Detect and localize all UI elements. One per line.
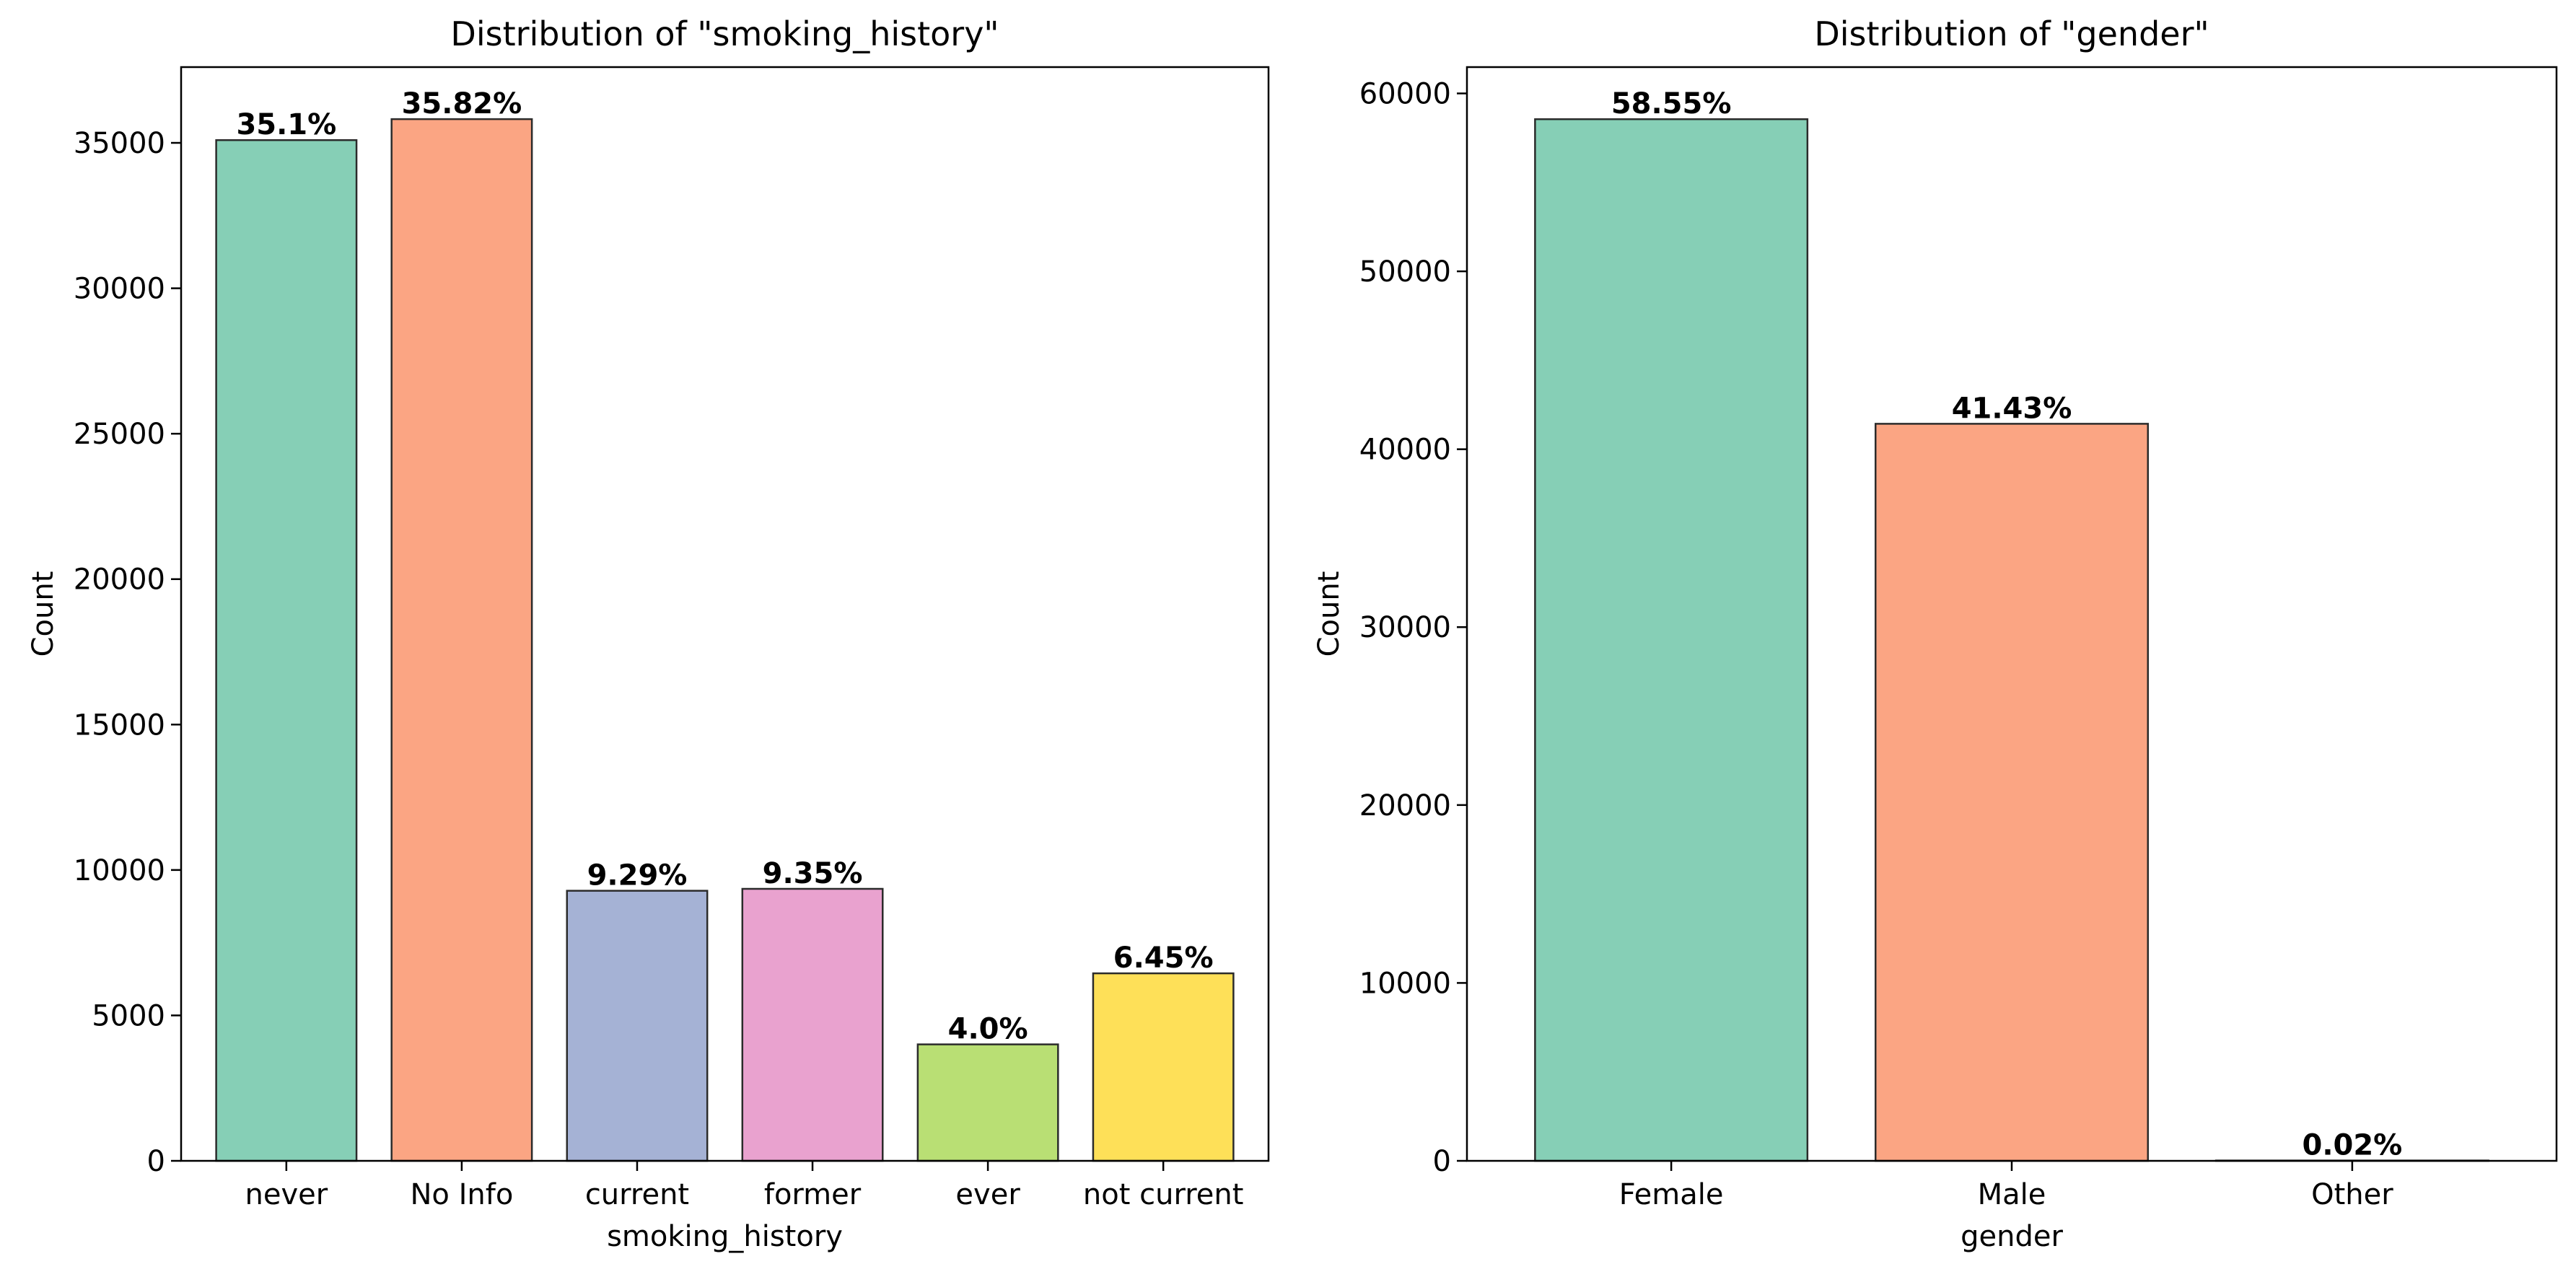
bar-ever	[916, 1043, 1059, 1162]
y-axis-label: Count	[27, 571, 60, 657]
y-axis-label: Count	[1313, 571, 1346, 657]
x-tick-label: former	[764, 1178, 862, 1211]
y-tick-label: 30000	[1359, 611, 1451, 644]
y-tick-label: 5000	[92, 999, 165, 1032]
y-tick-label: 15000	[74, 708, 165, 742]
bar-value-label: 35.1%	[236, 108, 336, 141]
y-tick-label: 10000	[74, 854, 165, 887]
x-tick-label: Male	[1978, 1178, 2046, 1211]
bar-not-current	[1092, 972, 1235, 1162]
bar-value-label: 9.35%	[763, 857, 863, 890]
chart-title: Distribution of "gender"	[1814, 14, 2209, 53]
bar-former	[741, 887, 884, 1162]
y-tick-label: 35000	[74, 127, 165, 160]
y-tick-label: 60000	[1359, 77, 1451, 110]
x-tick-label: No Info	[410, 1178, 513, 1211]
y-tick-label: 30000	[74, 273, 165, 306]
bar-no-info	[390, 118, 533, 1162]
bar-male	[1875, 423, 2149, 1162]
chart-title: Distribution of "smoking_history"	[450, 14, 999, 53]
bar-never	[215, 139, 358, 1162]
x-tick-label: never	[245, 1178, 328, 1211]
y-tick-label: 0	[1433, 1145, 1451, 1178]
y-tick-label: 0	[147, 1145, 165, 1178]
bar-value-label: 58.55%	[1611, 87, 1732, 120]
y-tick-label: 10000	[1359, 967, 1451, 1000]
y-tick-label: 20000	[74, 563, 165, 597]
x-axis-label: gender	[1961, 1220, 2063, 1253]
x-tick-label: not current	[1083, 1178, 1244, 1211]
bar-value-label: 4.0%	[948, 1013, 1028, 1046]
bar-current	[566, 890, 709, 1162]
bar-value-label: 41.43%	[1952, 392, 2072, 425]
bar-value-label: 0.02%	[2302, 1129, 2402, 1162]
bar-value-label: 9.29%	[587, 859, 688, 892]
bar-value-label: 6.45%	[1113, 942, 1214, 975]
x-tick-label: current	[585, 1178, 689, 1211]
y-tick-label: 20000	[1359, 789, 1451, 822]
bar-value-label: 35.82%	[402, 87, 522, 120]
bar-female	[1534, 118, 1809, 1162]
plot-frame	[180, 66, 1270, 1162]
y-tick-label: 25000	[74, 418, 165, 451]
x-axis-label: smoking_history	[607, 1220, 843, 1253]
y-tick-label: 40000	[1359, 434, 1451, 467]
x-tick-label: Other	[2311, 1178, 2393, 1211]
y-tick-label: 50000	[1359, 255, 1451, 289]
x-tick-label: ever	[955, 1178, 1020, 1211]
x-tick-label: Female	[1619, 1178, 1724, 1211]
